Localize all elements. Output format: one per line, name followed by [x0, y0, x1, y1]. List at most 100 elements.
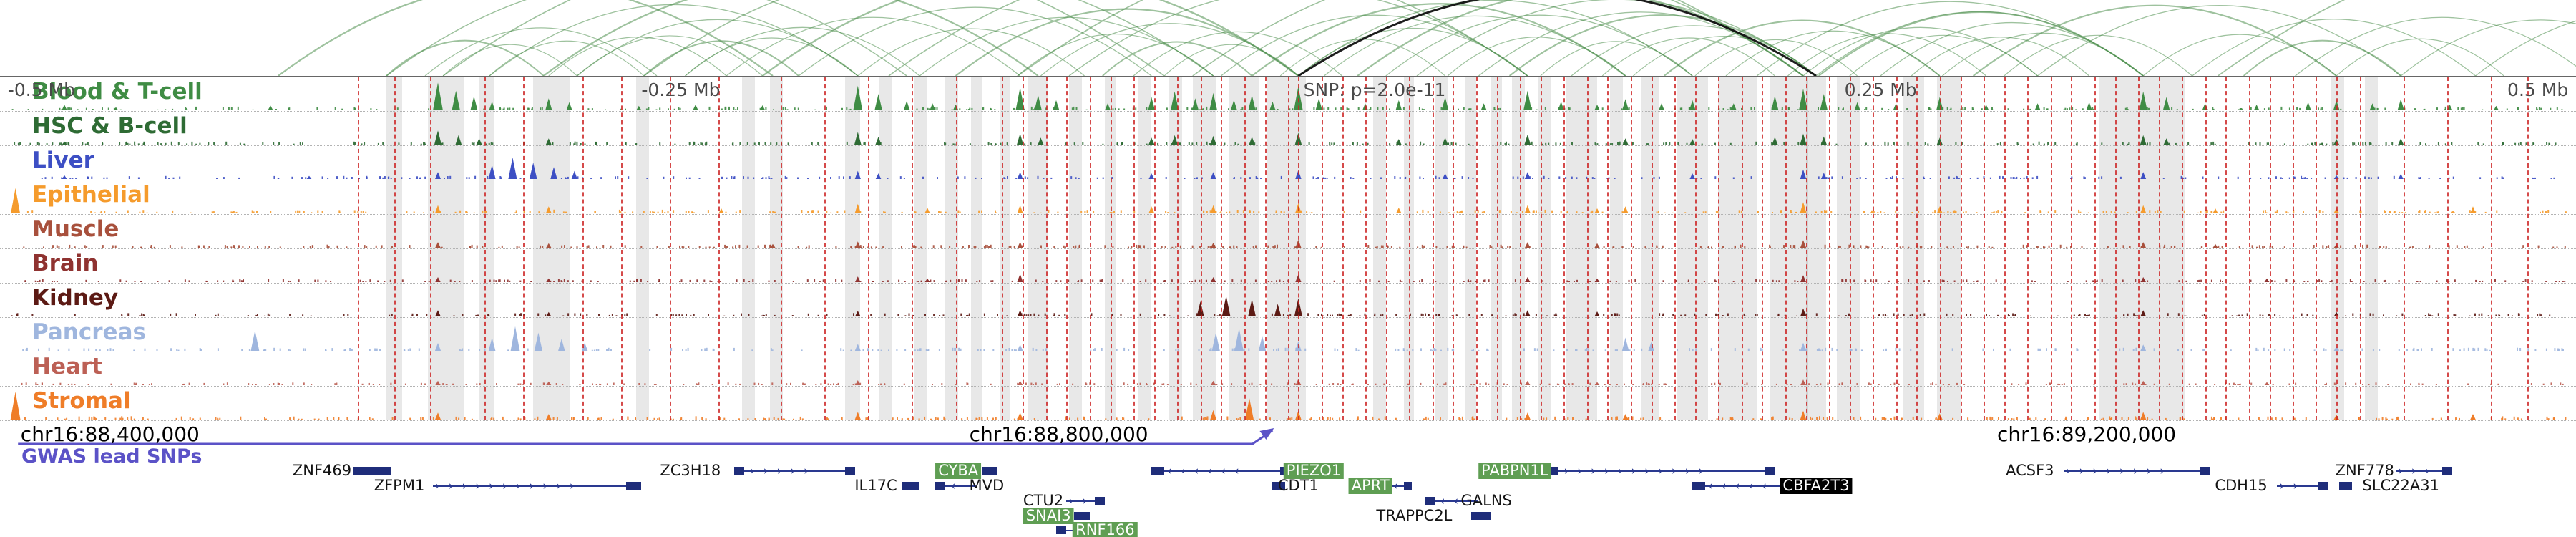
interaction-arc-black [1297, 0, 1817, 77]
track-row-stromal[interactable]: Stromal [0, 386, 2576, 421]
gene-label-acsf3[interactable]: ACSF3 [2006, 462, 2054, 479]
red-dashed-snp-marker [1133, 77, 1135, 420]
gene-label-pabpn1l[interactable]: PABPN1L [1478, 463, 1551, 479]
interaction-arc [2243, 39, 2401, 77]
gene-label-trappc2l[interactable]: TRAPPC2L [1376, 507, 1453, 524]
red-dashed-snp-marker [1264, 77, 1267, 420]
red-dashed-snp-marker [2114, 77, 2117, 420]
interaction-arc [1911, 37, 2089, 77]
ruler-line [0, 76, 2576, 77]
gene-label-cbfa2t3[interactable]: CBFA2T3 [1780, 478, 1853, 494]
red-dashed-snp-marker [955, 77, 957, 420]
gene-label-cdh15[interactable]: CDH15 [2215, 477, 2268, 494]
red-dashed-snp-marker [1607, 77, 1609, 420]
red-dashed-snp-marker [2182, 77, 2184, 420]
gene-exon-bar [1765, 467, 1775, 475]
red-dashed-snp-marker [1409, 77, 1411, 420]
gene-label-rnf166[interactable]: RNF166 [1073, 522, 1138, 537]
red-dashed-snp-marker [1045, 77, 1048, 420]
gene-exon-bar [902, 482, 920, 490]
gene-exon-bar [1470, 512, 1492, 520]
red-dashed-snp-marker [2447, 77, 2449, 420]
red-dashed-snp-marker [1066, 77, 1068, 420]
track-label-blood-t-cell: Blood & T-cell [32, 79, 203, 105]
red-dashed-snp-marker [1321, 77, 1323, 420]
interaction-arc [1447, 37, 1626, 77]
signal-area-stromal [10, 392, 2567, 420]
interaction-arc [1540, 41, 1693, 77]
interaction-arc [1815, 11, 2144, 77]
red-dashed-snp-marker [2491, 77, 2493, 420]
interaction-arc [1694, 39, 1858, 77]
interaction-arc [1163, 44, 1299, 77]
interaction-arc [1102, 41, 1253, 77]
red-dashed-snp-marker [1586, 77, 1589, 420]
interaction-arc [761, 0, 1299, 77]
gene-exon-bar [1272, 482, 1286, 490]
interaction-arc [577, 35, 763, 77]
red-dashed-snp-marker [1916, 77, 1918, 420]
interaction-arc [386, 0, 907, 77]
signal-area-hsc-b-cell [14, 130, 2557, 145]
gene-exon-bar [844, 467, 856, 475]
gene-label-il17c[interactable]: IL17C [854, 477, 897, 494]
interaction-arc [1972, 4, 2337, 77]
red-dashed-snp-marker [912, 77, 914, 420]
gene-strand-arrows: ››› [2398, 465, 2439, 478]
gene-label-slc22a31[interactable]: SLC22A31 [2362, 477, 2439, 494]
gene-line [2396, 470, 2453, 472]
red-dashed-snp-marker [2071, 77, 2073, 420]
signal-area-pancreas [22, 326, 2564, 351]
red-dashed-snp-marker [1563, 77, 1566, 420]
gene-exon-bar [2318, 482, 2329, 490]
interaction-arc [1478, 11, 1804, 77]
track-label-kidney: Kidney [32, 285, 119, 311]
red-dashed-snp-marker [2316, 77, 2318, 420]
red-dashed-snp-marker [2269, 77, 2271, 420]
interaction-arc [2037, 5, 2401, 77]
red-dashed-snp-marker [1288, 77, 1289, 420]
red-dashed-snp-marker [1221, 77, 1223, 420]
gene-label-znf469[interactable]: ZNF469 [292, 462, 352, 479]
red-dashed-snp-marker [1741, 77, 1743, 420]
gene-exon-bar [2338, 482, 2352, 490]
red-dashed-snp-marker [1432, 77, 1434, 420]
interaction-arc [726, 16, 1020, 77]
red-dashed-snp-marker [1002, 77, 1004, 420]
gene-label-ctu2[interactable]: CTU2 [1023, 492, 1064, 509]
red-dashed-snp-marker [1896, 77, 1898, 420]
gene-label-mvd[interactable]: MVD [969, 477, 1005, 494]
gene-label-piezo1[interactable]: PIEZO1 [1283, 463, 1345, 479]
gene-label-snai3[interactable]: SNAI3 [1023, 508, 1074, 524]
gene-label-zfpm1[interactable]: ZFPM1 [374, 477, 425, 494]
snp-label: SNP: p=2.0e-11 [1303, 79, 1446, 100]
red-dashed-snp-marker [1829, 77, 1830, 420]
gene-label-zc3h18[interactable]: ZC3H18 [660, 462, 721, 479]
gene-label-cdt1[interactable]: CDT1 [1277, 477, 1319, 494]
red-dashed-snp-marker [2293, 77, 2294, 420]
gene-label-aprt[interactable]: APRT [1348, 478, 1392, 494]
interaction-arc [1017, 34, 1214, 77]
red-dashed-snp-marker [780, 77, 782, 420]
red-dashed-snp-marker [718, 77, 721, 420]
ruler-label: -0.25 Mb [641, 79, 721, 100]
gene-label-znf778[interactable]: ZNF778 [2335, 462, 2394, 479]
red-dashed-snp-marker [394, 77, 396, 420]
red-dashed-snp-marker [1960, 77, 1962, 420]
red-dashed-snp-marker [868, 77, 870, 420]
red-dashed-snp-marker [1023, 77, 1025, 420]
red-dashed-snp-marker [2225, 77, 2228, 420]
track-label-heart: Heart [32, 354, 102, 379]
gene-label-galns[interactable]: GALNS [1460, 492, 1512, 509]
interaction-arc [278, 0, 774, 77]
interaction-arc [1017, 0, 1804, 77]
interaction-arc [1725, 30, 1941, 77]
gene-label-cyba[interactable]: CYBA [935, 463, 982, 479]
ruler-label: 0.25 Mb [1844, 79, 1917, 100]
gene-line [2277, 485, 2329, 487]
red-dashed-snp-marker [484, 77, 486, 420]
interaction-arc [798, 6, 1152, 77]
red-dashed-snp-marker [1177, 77, 1179, 420]
gene-line [1066, 500, 1106, 502]
interaction-arc [442, 0, 1165, 77]
